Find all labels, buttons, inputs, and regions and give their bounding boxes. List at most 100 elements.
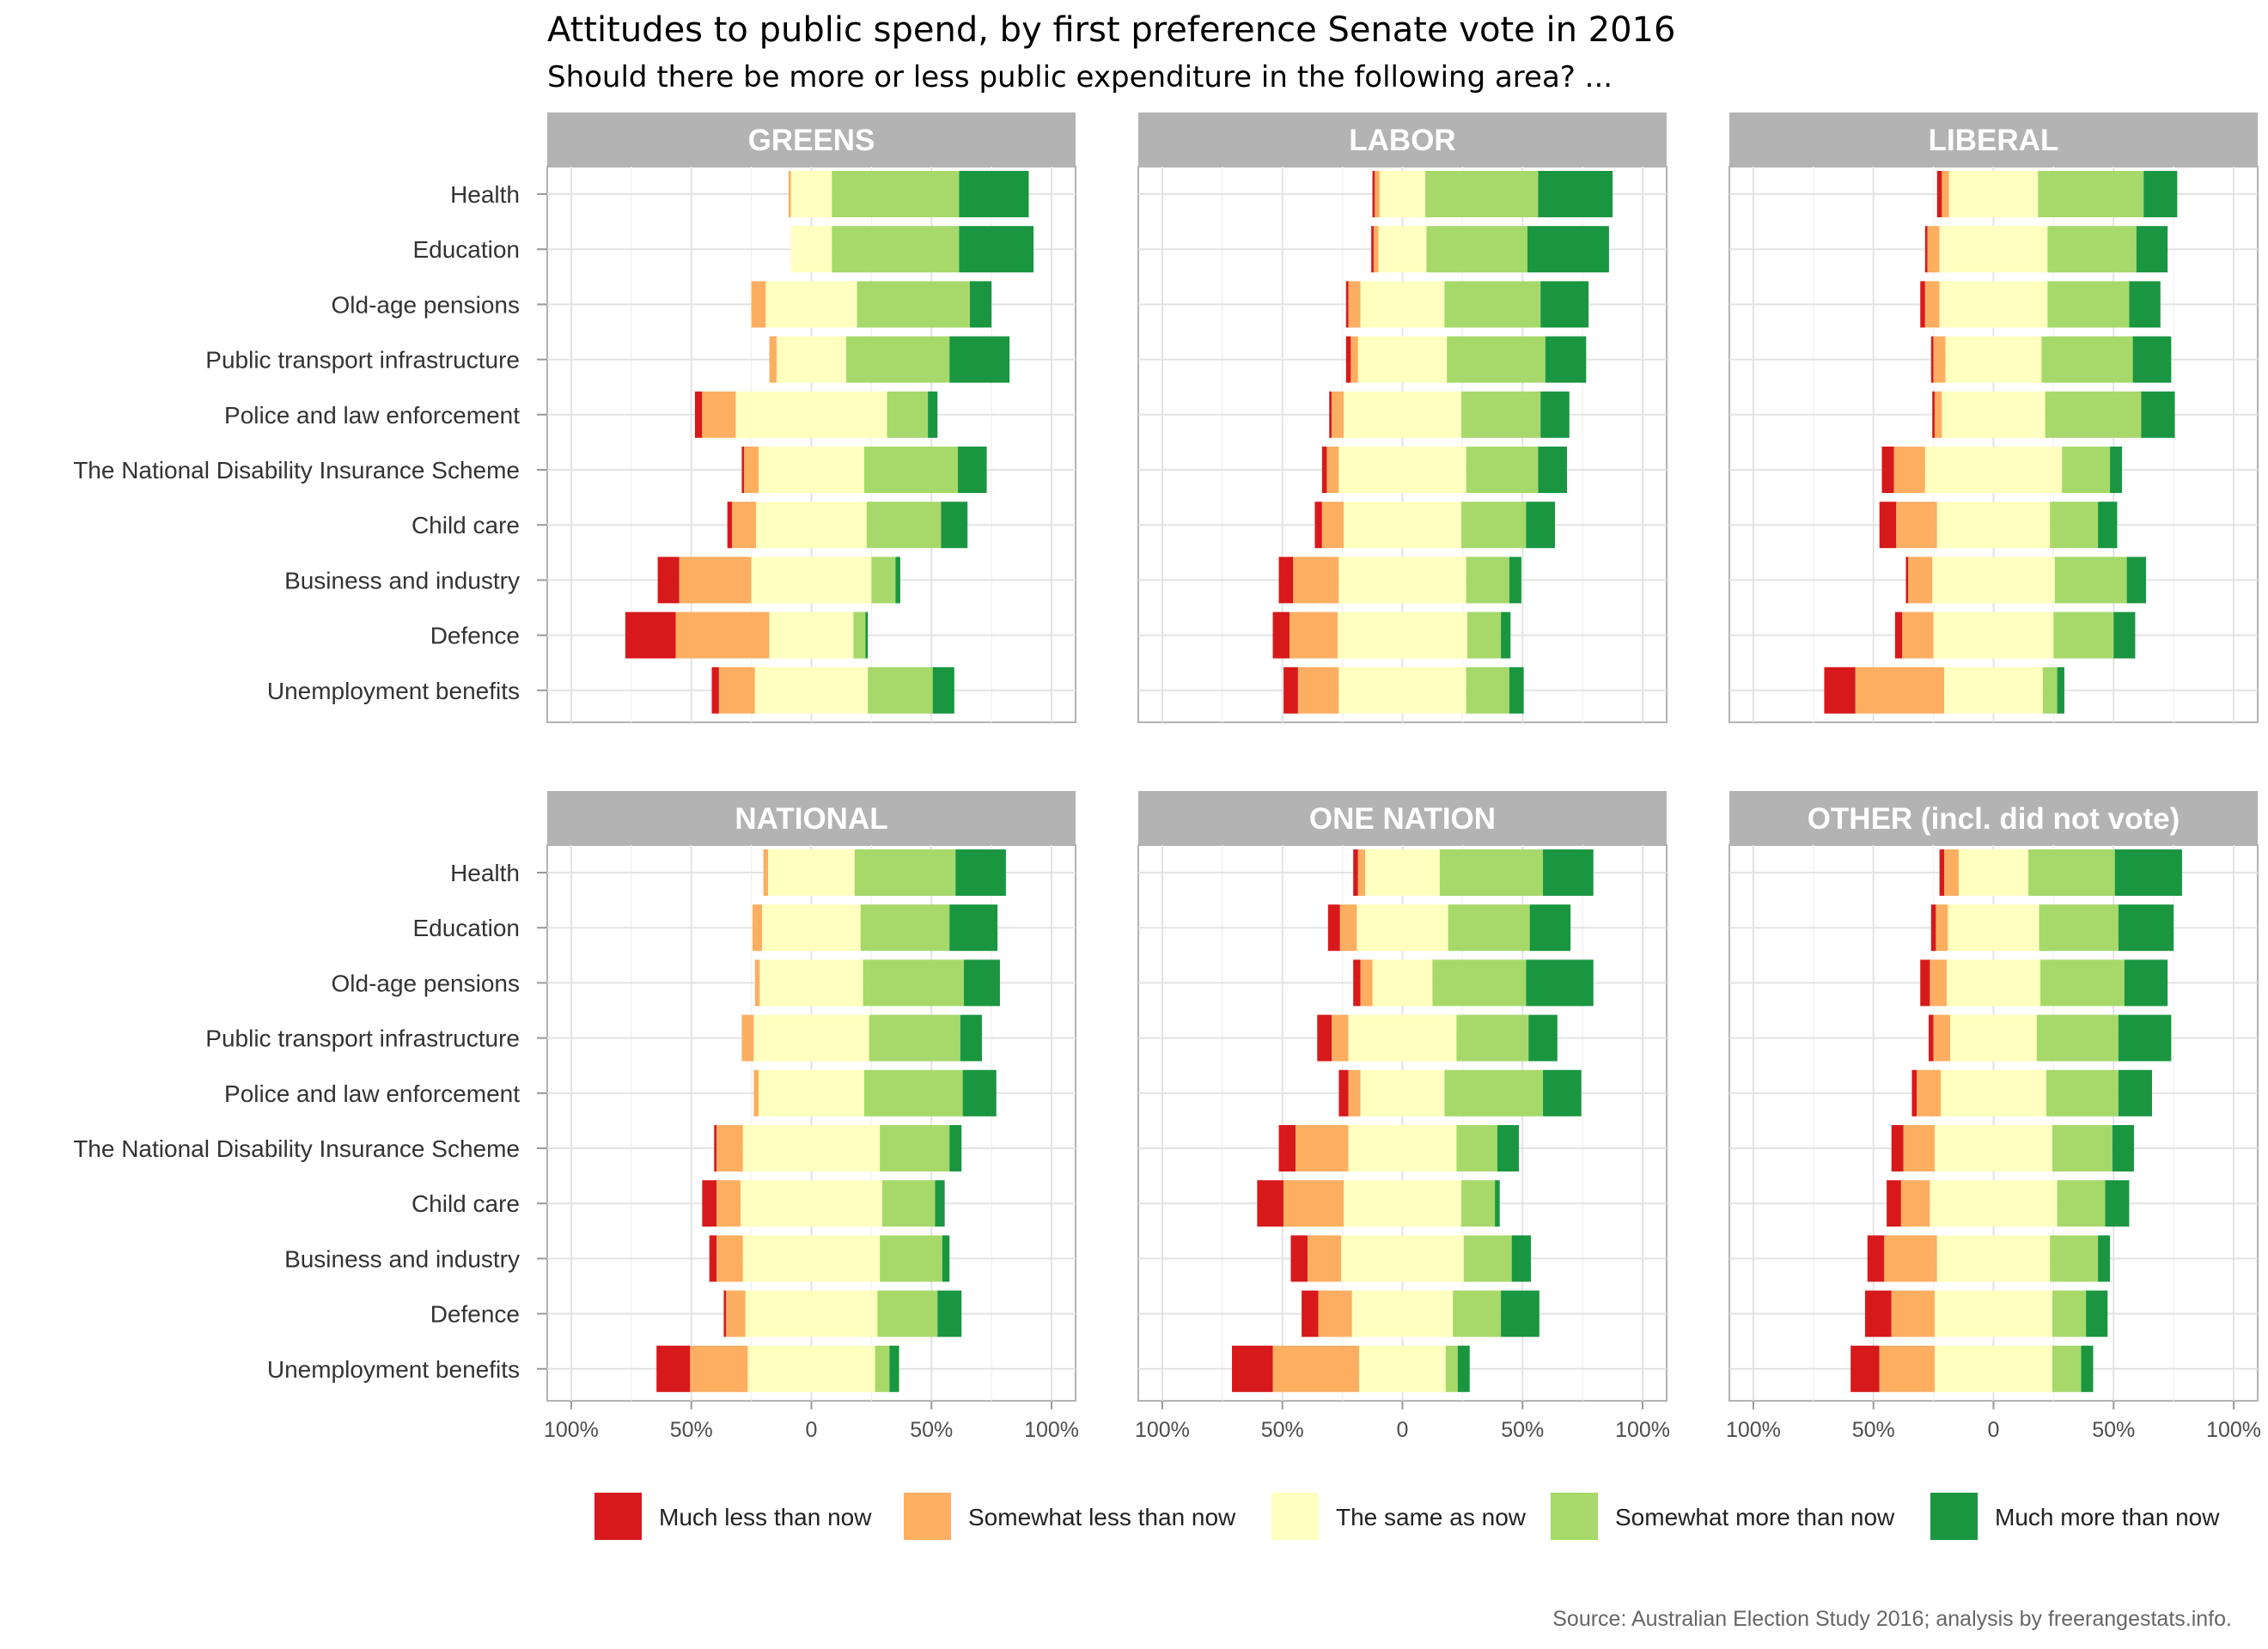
bar-segment <box>1357 336 1448 383</box>
bar-segment <box>2113 612 2136 659</box>
x-tick-label: 50% <box>1852 1418 1895 1442</box>
facet-panel-liberal: LIBERAL <box>1728 113 2259 723</box>
bar-segment <box>769 612 854 659</box>
facet-strip <box>547 113 1076 167</box>
bar-segment <box>1936 1235 2051 1282</box>
bar-segment <box>1350 336 1358 383</box>
x-tick-label: 50% <box>2092 1418 2135 1442</box>
category-label: Police and law enforcement <box>224 1080 520 1107</box>
bar-segment <box>1905 557 1909 604</box>
bar-segment <box>1365 849 1440 896</box>
bar-segment <box>2047 281 2130 328</box>
bar-segment <box>1289 612 1338 659</box>
bar-segment <box>949 904 998 952</box>
legend-item: Much more than now <box>1930 1493 2220 1540</box>
bar-segment <box>958 447 987 493</box>
bar-segment <box>741 1180 882 1227</box>
bar-segment <box>1290 1235 1308 1282</box>
bar-segment <box>2042 666 2058 714</box>
bar-segment <box>1338 612 1467 659</box>
bar-segment <box>1501 1290 1539 1337</box>
facet-panel-national: NATIONAL Health Education Old-age pensions P… <box>73 791 1079 1442</box>
bar-segment <box>1944 666 2043 714</box>
bar-segment <box>756 502 867 549</box>
bar-segment <box>1879 502 1897 549</box>
bar-segment <box>1879 1345 1936 1392</box>
bar-segment <box>937 1290 962 1337</box>
bar-segment <box>1526 502 1556 549</box>
legend-item: Somewhat less than now <box>904 1493 1236 1540</box>
category-label: Old-age pensions <box>332 291 520 318</box>
facet-strip-label: LIBERAL <box>1929 124 2059 157</box>
x-tick-label: 0 <box>1397 1418 1409 1442</box>
category-label: The National Disability Insurance Scheme <box>73 1135 520 1162</box>
bar-segment <box>1930 959 1947 1007</box>
bar-segment <box>949 336 1010 383</box>
category-label: Public transport infrastructure <box>205 347 520 374</box>
bar-segment <box>1338 447 1466 493</box>
bar-segment <box>962 1069 997 1117</box>
bar-segment <box>1344 391 1461 438</box>
bar-segment <box>742 1125 881 1171</box>
bar-segment <box>2132 336 2172 383</box>
bar-segment <box>1348 1014 1457 1062</box>
bar-segment <box>714 1125 717 1171</box>
bar-segment <box>1936 171 1942 217</box>
bar-segment <box>1930 336 1934 383</box>
bar-segment <box>1338 557 1466 604</box>
chart-caption: Source: Australian Election Study 2016; … <box>1552 1607 2232 1631</box>
bar-segment <box>2118 1069 2152 1117</box>
bar-segment <box>2053 612 2114 659</box>
bar-segment <box>2057 1180 2106 1227</box>
bar-segment <box>709 1235 717 1282</box>
bar-segment <box>1321 502 1344 549</box>
bar-segment <box>1824 666 1856 714</box>
bar-segment <box>1935 391 1942 438</box>
bar-segment <box>741 1014 754 1062</box>
bar-segment <box>716 1125 743 1171</box>
bar-segment <box>1920 959 1930 1007</box>
bar-segment <box>1528 1014 1558 1062</box>
bar-segment <box>1941 1069 2046 1117</box>
bar-segment <box>1321 447 1327 493</box>
bar-segment <box>1278 557 1294 604</box>
bar-segment <box>1360 959 1373 1007</box>
bar-segment <box>741 447 745 493</box>
bar-segment <box>1371 226 1374 273</box>
bar-segment <box>2114 849 2182 896</box>
bar-segment <box>763 849 769 896</box>
bar-segment <box>846 336 950 383</box>
bar-segment <box>1232 1345 1273 1392</box>
facet-panel-other-incl-did-not-vote: OTHER (incl. did not vote) 100% 50% 0 50% 100… <box>1726 791 2261 1442</box>
bar-segment <box>1456 1014 1529 1062</box>
bar-segment <box>1345 281 1349 328</box>
bar-segment <box>1272 612 1290 659</box>
bar-segment <box>2036 1014 2119 1062</box>
category-label: Education <box>412 236 520 263</box>
bar-segment <box>1444 281 1541 328</box>
bar-segment <box>769 336 777 383</box>
category-label: Education <box>412 915 520 941</box>
bar-segment <box>1457 1345 1470 1392</box>
bar-segment <box>2098 502 2118 549</box>
bar-segment <box>726 1290 746 1337</box>
bar-segment <box>2129 281 2161 328</box>
bar-segment <box>1466 666 1509 714</box>
bar-segment <box>694 391 703 438</box>
category-label: Health <box>450 181 520 208</box>
bar-segment <box>1894 612 1903 659</box>
bar-segment <box>745 1290 878 1337</box>
bar-segment <box>2054 557 2127 604</box>
category-label: Unemployment benefits <box>267 678 520 704</box>
bar-segment <box>2143 171 2178 217</box>
facet-strip-label: ONE NATION <box>1309 802 1496 836</box>
bar-segment <box>2105 1180 2130 1227</box>
facet-strip <box>547 791 1076 845</box>
bar-segment <box>1378 226 1427 273</box>
bar-segment <box>877 1290 938 1337</box>
facet-strip <box>1729 113 2258 167</box>
bar-segment <box>1463 1235 1512 1282</box>
bar-segment <box>864 447 959 493</box>
bar-segment <box>1942 171 1949 217</box>
bar-segment <box>1538 171 1613 217</box>
